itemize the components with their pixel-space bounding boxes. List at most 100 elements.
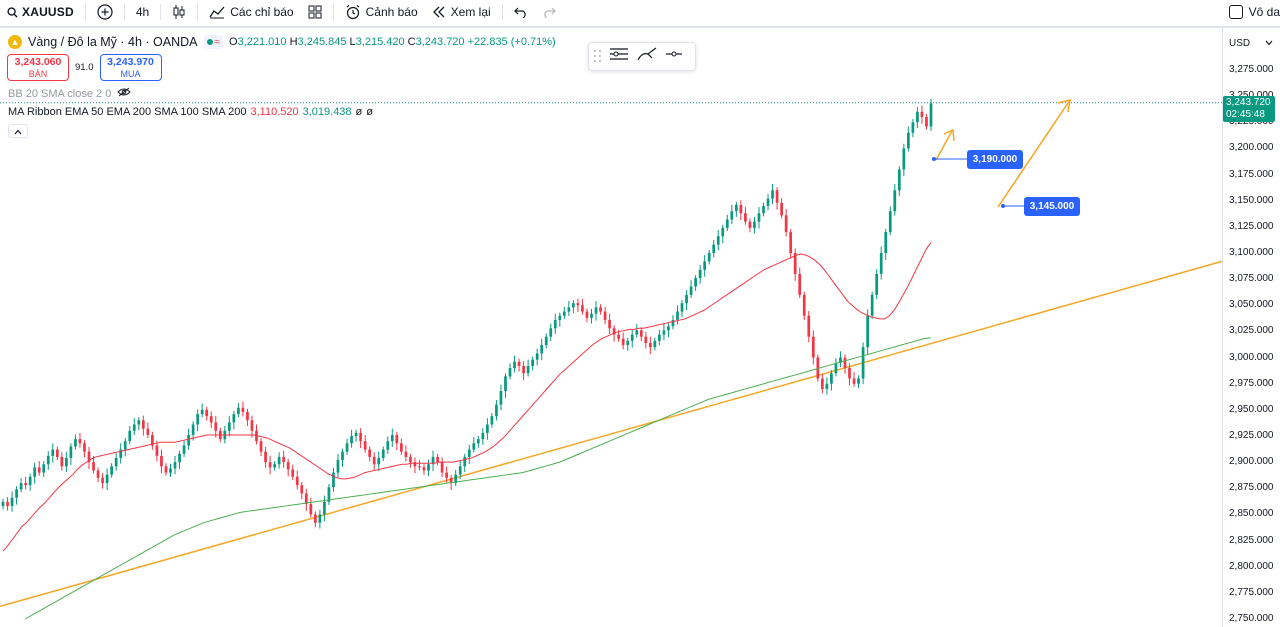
candle-body	[567, 307, 571, 312]
settings-lines-icon[interactable]	[608, 46, 630, 67]
sell-button[interactable]: 3,243.060 BÁN	[7, 54, 69, 81]
eye-hidden-icon[interactable]	[117, 87, 132, 100]
candle-body	[69, 446, 73, 458]
candle-body	[128, 430, 132, 442]
candle-body	[798, 273, 802, 295]
price-axis[interactable]	[1222, 28, 1280, 627]
symbol-search[interactable]: XAUUSD	[0, 1, 81, 23]
buy-button[interactable]: 3,243.970 MUA	[99, 54, 162, 81]
candle-body	[300, 485, 304, 494]
alerts-button[interactable]: Cảnh báo	[338, 1, 425, 23]
indicators-button[interactable]: Các chỉ báo	[202, 1, 300, 23]
candle-body	[427, 464, 430, 471]
compare-symbol-button[interactable]	[90, 1, 120, 23]
candle-body	[372, 456, 376, 465]
candle-body	[884, 232, 888, 253]
symbol-legend[interactable]: ▲ Vàng / Đô la Mỹ · 4h · OANDA ≈ O3,221.…	[8, 35, 556, 49]
tag-anchor	[1001, 204, 1005, 208]
replay-button[interactable]: Xem lại	[425, 1, 498, 23]
candle-body	[562, 311, 566, 316]
price-target-tag[interactable]: 3,190.000	[967, 150, 1023, 169]
candle-body	[268, 462, 272, 468]
checkbox[interactable]	[1228, 5, 1243, 19]
price-tick-label: 3,200.000	[1229, 142, 1274, 154]
candle-body	[46, 455, 50, 465]
candle-body	[182, 445, 186, 454]
trendline	[0, 260, 1222, 608]
bb-indicator-legend[interactable]: BB 20 SMA close 2 0	[8, 87, 132, 100]
price-tick-label: 3,250.000	[1229, 90, 1274, 101]
candle-body	[667, 326, 670, 331]
divider	[123, 4, 125, 20]
candle-body	[42, 464, 46, 473]
redo-button[interactable]	[535, 1, 563, 23]
ema200-value: 3,019.438	[302, 106, 352, 118]
ma-ribbon-legend[interactable]: MA Ribbon EMA 50 EMA 200 SMA 100 SMA 200…	[8, 106, 373, 118]
low-value: 3,215.420	[355, 36, 405, 48]
candle-body	[897, 169, 901, 191]
market-open-dot-icon	[206, 39, 213, 45]
candle-body	[486, 424, 489, 433]
price-tick-label: 3,125.000	[1229, 220, 1274, 232]
compare-toggle[interactable]: Vô da	[1228, 0, 1280, 24]
candle-body	[590, 313, 593, 318]
candle-body	[784, 215, 788, 233]
price-target-tag[interactable]: 3,145.000	[1024, 197, 1080, 216]
interval-button[interactable]: 4h	[129, 1, 156, 23]
candle-body	[24, 483, 27, 486]
price-chart[interactable]	[0, 28, 1222, 627]
price-tick-label: 2,975.000	[1229, 377, 1274, 389]
drawing-toolbar[interactable]	[588, 42, 696, 71]
price-tick-label: 3,000.000	[1229, 351, 1274, 363]
candle-body	[703, 261, 707, 270]
chart-pane[interactable]	[0, 28, 1222, 627]
candle-body	[653, 340, 657, 348]
candle-body	[825, 383, 829, 389]
candle-body	[929, 103, 933, 127]
candle-body	[33, 467, 37, 477]
open-key: O	[229, 36, 238, 48]
candle-body	[413, 462, 417, 467]
brush-icon[interactable]	[636, 46, 658, 67]
price-tick-label: 3,275.000	[1229, 64, 1274, 75]
candle-body	[250, 420, 254, 431]
currency-selector[interactable]: USD	[1226, 35, 1276, 51]
drag-handle-icon[interactable]	[594, 49, 602, 64]
candle-body	[336, 460, 340, 473]
buy-label: MUA	[120, 68, 141, 79]
undo-button[interactable]	[507, 1, 535, 23]
chart-type-button[interactable]	[165, 1, 193, 23]
market-status-badge[interactable]: ≈	[203, 35, 224, 49]
collapse-legend-button[interactable]	[8, 124, 28, 138]
candle-body	[621, 338, 625, 346]
candle-body	[227, 422, 231, 431]
candle-body	[576, 303, 580, 306]
candle-body	[508, 368, 512, 377]
candle-body	[454, 474, 458, 484]
candle-body	[558, 315, 562, 320]
candle-body	[418, 466, 421, 468]
candle-body	[888, 211, 892, 233]
candle-body	[6, 501, 9, 507]
gold-coin-icon: ▲	[8, 35, 22, 49]
price-tick-label: 3,050.000	[1229, 299, 1274, 311]
candle-body	[802, 294, 806, 316]
candle-body	[721, 227, 725, 237]
candle-body	[698, 269, 702, 279]
candle-body	[766, 198, 770, 206]
candle-body	[132, 424, 136, 431]
layouts-button[interactable]	[301, 1, 329, 23]
line-style-icon[interactable]	[664, 46, 684, 67]
candle-body	[381, 449, 385, 458]
candle-body	[191, 424, 195, 435]
candle-body	[259, 441, 263, 452]
candle-body	[694, 278, 697, 287]
sell-label: BÁN	[28, 68, 48, 79]
candle-body	[313, 514, 317, 523]
sma100-value: ø	[355, 106, 363, 118]
bar-countdown: 02:45:48	[1226, 109, 1265, 120]
replay-label: Xem lại	[450, 5, 491, 19]
candle-body	[377, 457, 381, 465]
candle-body	[341, 451, 344, 461]
toolbar-divider	[0, 26, 1280, 28]
